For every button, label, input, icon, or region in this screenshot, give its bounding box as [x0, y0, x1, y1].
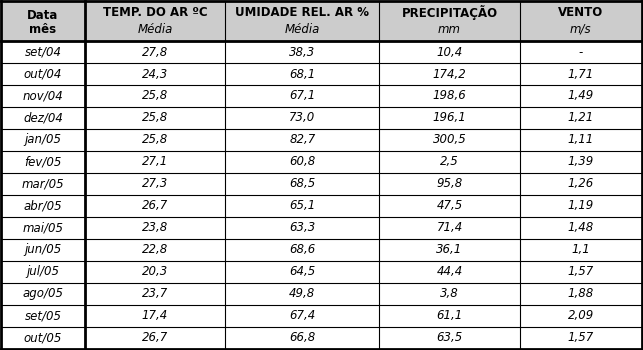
Text: 61,1: 61,1 [437, 309, 463, 322]
Text: 66,8: 66,8 [289, 331, 316, 344]
Text: out/04: out/04 [24, 68, 62, 80]
Text: 38,3: 38,3 [289, 46, 316, 58]
Text: 10,4: 10,4 [437, 46, 463, 58]
Text: 1,26: 1,26 [568, 177, 594, 190]
Text: 63,5: 63,5 [437, 331, 463, 344]
Text: 26,7: 26,7 [142, 199, 168, 212]
Text: mar/05: mar/05 [22, 177, 64, 190]
Text: 65,1: 65,1 [289, 199, 316, 212]
Text: Média: Média [285, 23, 320, 36]
Text: 1,57: 1,57 [568, 331, 594, 344]
Text: 67,4: 67,4 [289, 309, 316, 322]
Text: 23,8: 23,8 [142, 221, 168, 234]
Text: Média: Média [138, 23, 173, 36]
Bar [1, 1, 642, 41]
Text: 174,2: 174,2 [433, 68, 466, 80]
Text: 60,8: 60,8 [289, 155, 316, 168]
Text: 1,19: 1,19 [568, 199, 594, 212]
Text: 2,09: 2,09 [568, 309, 594, 322]
Text: 1,39: 1,39 [568, 155, 594, 168]
Text: Data: Data [27, 9, 59, 22]
Text: PRECIPITAÇÃO: PRECIPITAÇÃO [401, 5, 498, 20]
Text: 68,5: 68,5 [289, 177, 316, 190]
Text: 64,5: 64,5 [289, 265, 316, 278]
Text: 25,8: 25,8 [142, 90, 168, 103]
Text: jan/05: jan/05 [24, 133, 62, 146]
Text: 44,4: 44,4 [437, 265, 463, 278]
Text: 198,6: 198,6 [433, 90, 466, 103]
Text: 17,4: 17,4 [142, 309, 168, 322]
Text: dez/04: dez/04 [23, 111, 63, 125]
Text: jul/05: jul/05 [26, 265, 60, 278]
Text: mês: mês [30, 23, 57, 36]
Text: 49,8: 49,8 [289, 287, 316, 300]
Text: 25,8: 25,8 [142, 111, 168, 125]
Text: fev/05: fev/05 [24, 155, 62, 168]
Text: 2,5: 2,5 [440, 155, 459, 168]
Text: mai/05: mai/05 [23, 221, 64, 234]
Text: VENTO: VENTO [558, 6, 603, 19]
Text: 25,8: 25,8 [142, 133, 168, 146]
Text: 95,8: 95,8 [437, 177, 463, 190]
Text: 63,3: 63,3 [289, 221, 316, 234]
Text: 82,7: 82,7 [289, 133, 316, 146]
Text: 20,3: 20,3 [142, 265, 168, 278]
Text: -: - [579, 46, 583, 58]
Text: 300,5: 300,5 [433, 133, 466, 146]
Text: 27,1: 27,1 [142, 155, 168, 168]
Text: 71,4: 71,4 [437, 221, 463, 234]
Text: ago/05: ago/05 [23, 287, 64, 300]
Text: 1,57: 1,57 [568, 265, 594, 278]
Text: 196,1: 196,1 [433, 111, 466, 125]
Text: 47,5: 47,5 [437, 199, 463, 212]
Text: abr/05: abr/05 [24, 199, 62, 212]
Text: 68,6: 68,6 [289, 243, 316, 256]
Text: 1,71: 1,71 [568, 68, 594, 80]
Text: jun/05: jun/05 [24, 243, 62, 256]
Text: 1,21: 1,21 [568, 111, 594, 125]
Text: 73,0: 73,0 [289, 111, 316, 125]
Text: 1,1: 1,1 [572, 243, 590, 256]
Text: set/04: set/04 [24, 46, 62, 58]
Text: 1,48: 1,48 [568, 221, 594, 234]
Text: set/05: set/05 [24, 309, 62, 322]
Text: 1,11: 1,11 [568, 133, 594, 146]
Text: 24,3: 24,3 [142, 68, 168, 80]
Text: 27,3: 27,3 [142, 177, 168, 190]
Text: 36,1: 36,1 [437, 243, 463, 256]
Text: nov/04: nov/04 [23, 90, 64, 103]
Text: 1,49: 1,49 [568, 90, 594, 103]
Text: TEMP. DO AR ºC: TEMP. DO AR ºC [103, 6, 207, 19]
Text: 27,8: 27,8 [142, 46, 168, 58]
Text: 22,8: 22,8 [142, 243, 168, 256]
Text: 1,88: 1,88 [568, 287, 594, 300]
Text: 23,7: 23,7 [142, 287, 168, 300]
Text: 67,1: 67,1 [289, 90, 316, 103]
Text: out/05: out/05 [24, 331, 62, 344]
Text: 26,7: 26,7 [142, 331, 168, 344]
Text: 3,8: 3,8 [440, 287, 459, 300]
Text: m/s: m/s [570, 23, 592, 36]
Text: mm: mm [438, 23, 461, 36]
Text: 68,1: 68,1 [289, 68, 316, 80]
Text: UMIDADE REL. AR %: UMIDADE REL. AR % [235, 6, 369, 19]
